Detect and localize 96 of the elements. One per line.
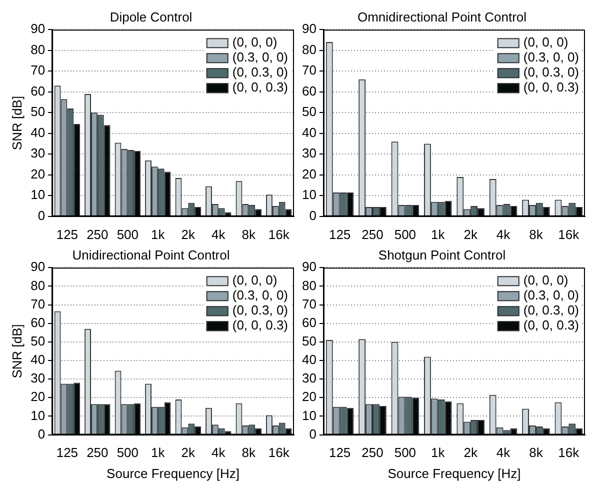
y-tick-label: 80 [30, 278, 46, 293]
x-tick-label: 2k [464, 226, 478, 242]
y-tick-label: 90 [302, 21, 316, 36]
x-tick-label: 4k [496, 445, 511, 460]
legend-label: (0, 0, 0) [232, 34, 278, 50]
y-tick-label: 30 [30, 146, 46, 161]
legend-label: (0.3, 0, 0) [232, 50, 288, 65]
x-tick-label: 250 [362, 445, 384, 460]
chart-title: Shotgun Point Control [378, 247, 506, 262]
legend-label: (0, 0.3, 0) [232, 302, 288, 318]
x-tick-label: 250 [86, 226, 108, 242]
chart-title: Dipole Control [110, 9, 192, 24]
x-tick-label: 125 [328, 445, 351, 460]
x-tick-label: 125 [56, 445, 78, 460]
legend-label: (0, 0, 0.3) [232, 80, 288, 95]
legend-label: (0, 0, 0) [523, 272, 568, 288]
legend-label: (0.3, 0, 0) [523, 50, 580, 65]
x-tick-label: 8k [529, 445, 544, 460]
x-tick-label: 1k [151, 226, 166, 242]
y-tick-label: 10 [302, 187, 316, 202]
y-tick-label: 10 [30, 187, 46, 202]
y-tick-label: 90 [302, 259, 316, 274]
x-tick-label: 250 [86, 445, 108, 460]
x-tick-label: 2k [181, 226, 196, 242]
y-tick-label: 0 [309, 208, 316, 223]
y-tick-label: 80 [302, 42, 316, 57]
y-tick-label: 40 [30, 352, 46, 368]
x-tick-label: 500 [394, 226, 416, 242]
legend-label: (0.3, 0, 0) [232, 288, 288, 303]
legend-label: (0, 0, 0) [232, 272, 278, 288]
y-tick-label: 90 [30, 259, 46, 274]
legend-label: (0.3, 0, 0) [523, 288, 580, 303]
y-tick-label: 70 [302, 296, 316, 312]
x-tick-label: 2k [181, 445, 196, 460]
x-tick-label: 16k [268, 445, 290, 460]
x-tick-label: 500 [116, 226, 139, 242]
x-tick-label: 125 [328, 226, 351, 242]
y-tick-label: 80 [302, 278, 316, 293]
x-tick-label: 4k [496, 226, 511, 242]
y-tick-label: 70 [30, 62, 46, 78]
legend-label: (0, 0.3, 0) [523, 302, 580, 318]
y-tick-label: 0 [38, 426, 46, 442]
y-tick-label: 50 [30, 333, 46, 348]
y-tick-label: 10 [30, 408, 46, 423]
y-tick-label: 60 [30, 83, 46, 98]
legend-label: (0, 0.3, 0) [232, 64, 288, 80]
y-tick-label: 70 [302, 62, 316, 78]
y-tick-label: 20 [302, 389, 316, 404]
x-tick-label: 500 [394, 445, 416, 460]
x-tick-label: 1k [431, 226, 446, 242]
x-tick-label: 1k [151, 445, 166, 460]
chart-title: Omnidirectional Point Control [357, 9, 527, 24]
x-tick-label: 16k [558, 226, 580, 242]
y-tick-label: 60 [302, 83, 316, 98]
y-tick-label: 60 [302, 314, 316, 330]
y-tick-label: 10 [302, 408, 316, 423]
legend-label: (0, 0, 0.3) [523, 80, 580, 95]
y-tick-label: 20 [30, 166, 46, 182]
x-axis-title: Source Frequency [Hz] [388, 466, 521, 481]
x-tick-label: 8k [529, 226, 544, 242]
y-tick-label: 0 [38, 208, 46, 223]
x-tick-label: 16k [558, 445, 580, 460]
y-tick-label: 20 [30, 389, 46, 404]
y-tick-label: 70 [30, 296, 46, 312]
y-tick-label: 60 [30, 314, 46, 330]
y-tick-label: 20 [302, 166, 316, 182]
x-tick-label: 8k [242, 226, 256, 242]
y-tick-label: 0 [309, 426, 316, 442]
y-tick-label: 90 [30, 21, 46, 36]
y-tick-label: 40 [30, 124, 46, 140]
y-axis-title: SNR [dB] [9, 96, 24, 150]
x-tick-label: 8k [242, 445, 256, 460]
y-tick-label: 30 [30, 370, 46, 386]
y-tick-label: 40 [302, 124, 316, 140]
y-tick-label: 80 [30, 42, 46, 57]
chart-title: Unidirectional Point Control [72, 247, 230, 262]
legend-label: (0, 0, 0.3) [232, 318, 288, 333]
y-tick-label: 40 [302, 352, 316, 368]
y-tick-label: 50 [30, 104, 46, 120]
x-tick-label: 500 [116, 445, 139, 460]
legend-label: (0, 0, 0.3) [523, 318, 580, 333]
x-tick-label: 250 [362, 226, 384, 242]
x-tick-label: 4k [212, 226, 226, 242]
x-axis-title: Source Frequency [Hz] [106, 466, 240, 481]
y-axis-title: SNR [dB] [9, 324, 24, 378]
legend-label: (0, 0.3, 0) [523, 64, 580, 80]
y-tick-label: 30 [302, 370, 316, 386]
y-tick-label: 50 [302, 104, 316, 120]
y-tick-label: 30 [302, 146, 316, 161]
legend-label: (0, 0, 0) [523, 34, 568, 50]
y-tick-label: 50 [302, 333, 316, 348]
x-tick-label: 16k [268, 226, 290, 242]
x-tick-label: 125 [56, 226, 78, 242]
x-tick-label: 4k [212, 445, 226, 460]
x-tick-label: 1k [431, 445, 446, 460]
x-tick-label: 2k [464, 445, 478, 460]
